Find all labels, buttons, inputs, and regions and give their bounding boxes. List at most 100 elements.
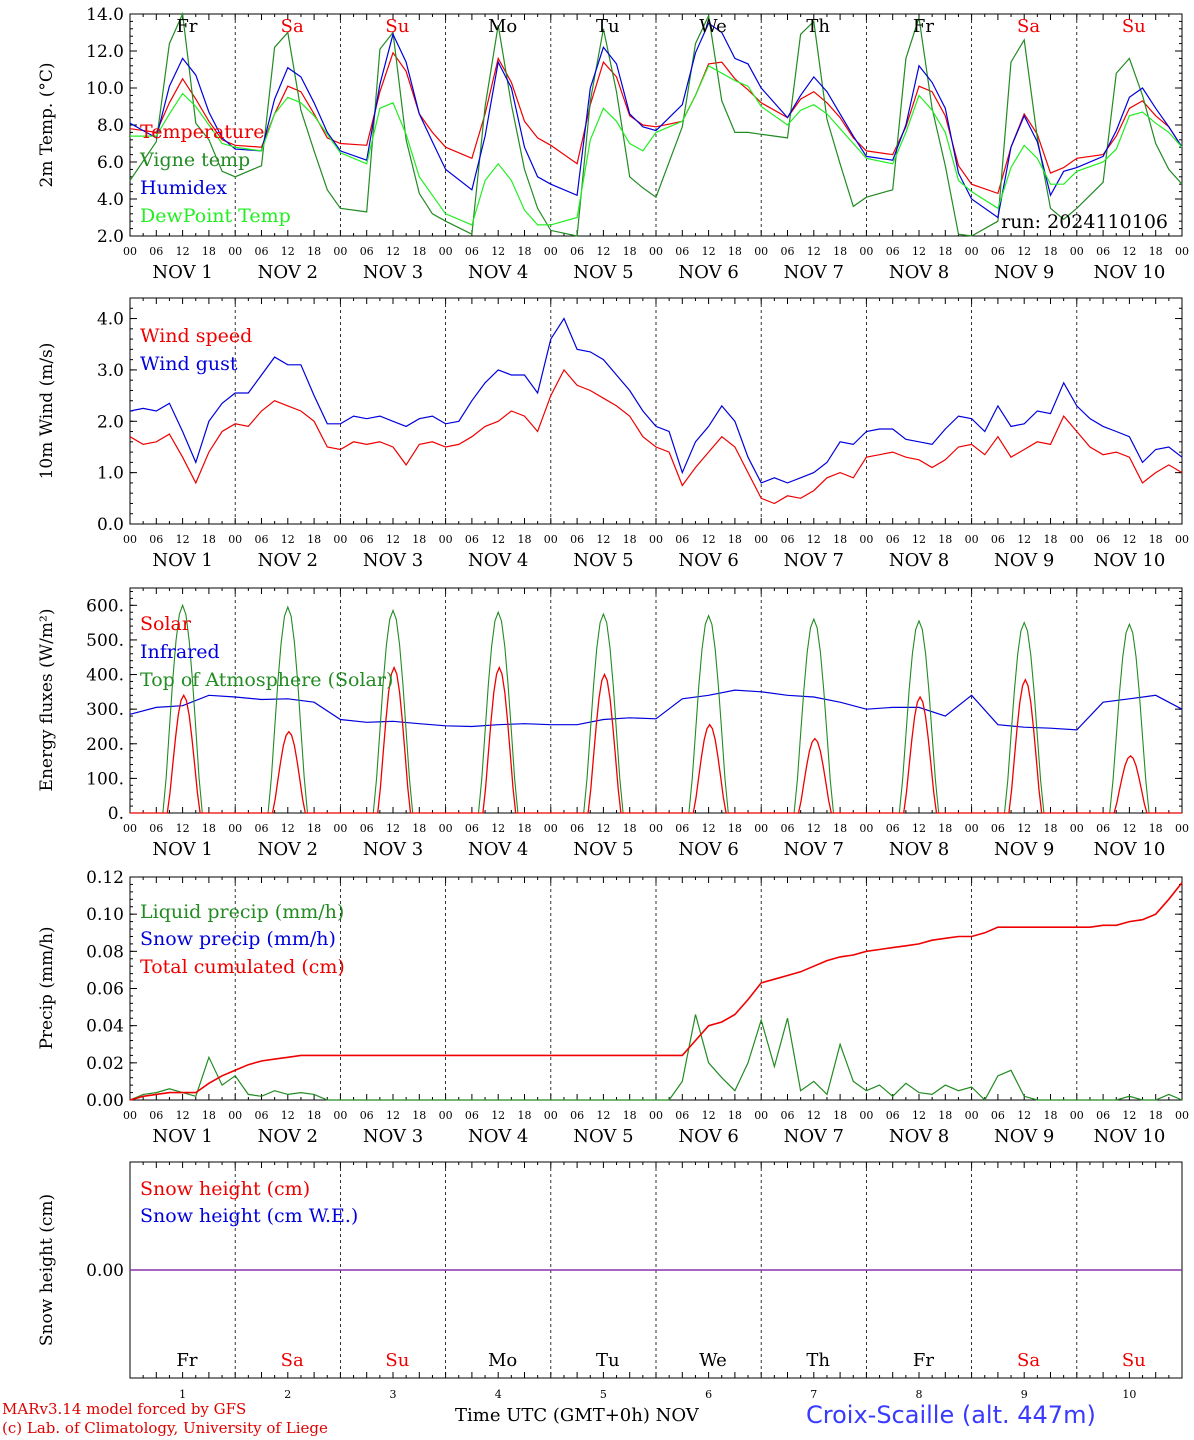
lab-credit: (c) Lab. of Climatology, University of L… <box>2 1419 328 1437</box>
legend-entry: Snow height (cm) <box>140 1178 310 1200</box>
x-tick-label: 00 <box>123 533 137 546</box>
x-tick-label: 06 <box>991 245 1005 258</box>
x-tick-label: 18 <box>1149 245 1163 258</box>
x-tick-label: 00 <box>965 1109 979 1122</box>
x-tick-label: 18 <box>1149 1109 1163 1122</box>
x-tick-label: 18 <box>623 533 637 546</box>
x-tick-label: 12 <box>1122 245 1136 258</box>
day-name-top: Fr <box>176 16 197 37</box>
day-name-bottom: Fr <box>176 1350 197 1371</box>
date-label: NOV 6 <box>678 550 738 571</box>
day-name-top: Th <box>806 16 830 37</box>
x-tick-label: 18 <box>1044 822 1058 835</box>
x-tick-label: 06 <box>1096 245 1110 258</box>
y-tick-label: 400. <box>86 666 124 686</box>
date-label: NOV 9 <box>994 839 1054 860</box>
x-tick-label: 18 <box>833 533 847 546</box>
x-tick-label: 06 <box>360 822 374 835</box>
date-label: NOV 9 <box>994 262 1054 283</box>
x-tick-label: 18 <box>412 533 426 546</box>
x-tick-label: 18 <box>1149 822 1163 835</box>
x-tick-label: 06 <box>886 1109 900 1122</box>
series-dewpoint-temp <box>130 64 1183 226</box>
x-tick-label: 00 <box>649 533 663 546</box>
x-tick-label: 18 <box>623 1109 637 1122</box>
x-tick-label: 12 <box>491 1109 505 1122</box>
y-axis-label: Energy fluxes (W/m²) <box>37 609 57 792</box>
x-tick-label: 06 <box>570 245 584 258</box>
x-tick-label: 18 <box>833 822 847 835</box>
x-tick-label: 18 <box>307 822 321 835</box>
x-tick-label: 12 <box>386 245 400 258</box>
x-tick-label: 12 <box>491 822 505 835</box>
day-name-bottom: Sa <box>1017 1350 1040 1371</box>
date-label: NOV 8 <box>889 1126 949 1147</box>
x-tick-label: 00 <box>859 533 873 546</box>
legend-entry: Solar <box>140 613 192 635</box>
date-label: NOV 10 <box>1093 262 1165 283</box>
day-name-top: Sa <box>281 16 304 37</box>
date-label: NOV 10 <box>1093 839 1165 860</box>
day-number: 2 <box>284 1388 291 1401</box>
x-tick-label: 06 <box>675 245 689 258</box>
date-label: NOV 8 <box>889 262 949 283</box>
x-tick-label: 18 <box>518 245 532 258</box>
x-tick-label: 12 <box>491 245 505 258</box>
x-tick-label: 00 <box>228 245 242 258</box>
x-tick-label: 12 <box>807 822 821 835</box>
x-tick-label: 12 <box>1017 245 1031 258</box>
legend-entry: Humidex <box>140 177 227 199</box>
legend-entry: Wind speed <box>140 325 252 347</box>
x-tick-label: 18 <box>307 533 321 546</box>
x-tick-label: 06 <box>886 245 900 258</box>
x-tick-label: 06 <box>360 533 374 546</box>
x-tick-label: 18 <box>938 533 952 546</box>
day-number: 7 <box>810 1388 817 1401</box>
x-tick-label: 06 <box>570 822 584 835</box>
series-liquid-precip-mm-h- <box>129 1014 1183 1101</box>
day-name-top: Su <box>1122 16 1146 37</box>
day-name-top: Fr <box>913 16 934 37</box>
legend-entry: Infrared <box>140 641 220 663</box>
day-name-top: Sa <box>1017 16 1040 37</box>
legend-entry: Wind gust <box>140 353 238 375</box>
x-tick-label: 06 <box>781 533 795 546</box>
x-tick-label: 18 <box>1044 1109 1058 1122</box>
x-tick-label: 12 <box>807 533 821 546</box>
x-tick-label: 06 <box>149 1109 163 1122</box>
x-tick-label: 12 <box>491 533 505 546</box>
date-label: NOV 1 <box>152 1126 212 1147</box>
x-tick-label: 06 <box>781 1109 795 1122</box>
x-tick-label: 00 <box>544 533 558 546</box>
x-tick-label: 00 <box>859 245 873 258</box>
run-label: run: 2024110106 <box>1001 211 1168 233</box>
y-tick-label: 100. <box>86 769 124 789</box>
x-tick-label: 18 <box>623 245 637 258</box>
x-tick-label: 06 <box>991 1109 1005 1122</box>
x-tick-label: 12 <box>281 1109 295 1122</box>
x-tick-label: 00 <box>754 1109 768 1122</box>
x-tick-label: 00 <box>754 533 768 546</box>
legend-entry: Snow height (cm W.E.) <box>140 1205 358 1227</box>
x-tick-label: 12 <box>386 1109 400 1122</box>
x-tick-label: 06 <box>991 822 1005 835</box>
date-label: NOV 5 <box>573 839 633 860</box>
x-tick-label: 12 <box>1017 822 1031 835</box>
x-tick-label: 18 <box>518 533 532 546</box>
date-label: NOV 4 <box>468 550 528 571</box>
legend-entry: Liquid precip (mm/h) <box>140 901 344 923</box>
date-label: NOV 3 <box>363 1126 423 1147</box>
x-tick-label: 06 <box>255 533 269 546</box>
day-name-bottom: Mo <box>488 1350 517 1371</box>
y-tick-label: 1.0 <box>97 464 124 484</box>
y-axis-label: Snow height (cm) <box>37 1194 57 1346</box>
x-tick-label: 18 <box>728 1109 742 1122</box>
series-wind-speed <box>129 368 1183 505</box>
x-tick-label: 00 <box>649 822 663 835</box>
date-label: NOV 3 <box>363 550 423 571</box>
x-tick-label: 00 <box>123 245 137 258</box>
day-number: 3 <box>390 1388 397 1401</box>
x-tick-label: 12 <box>702 1109 716 1122</box>
x-tick-label: 12 <box>596 245 610 258</box>
y-tick-label: 300. <box>86 700 124 720</box>
